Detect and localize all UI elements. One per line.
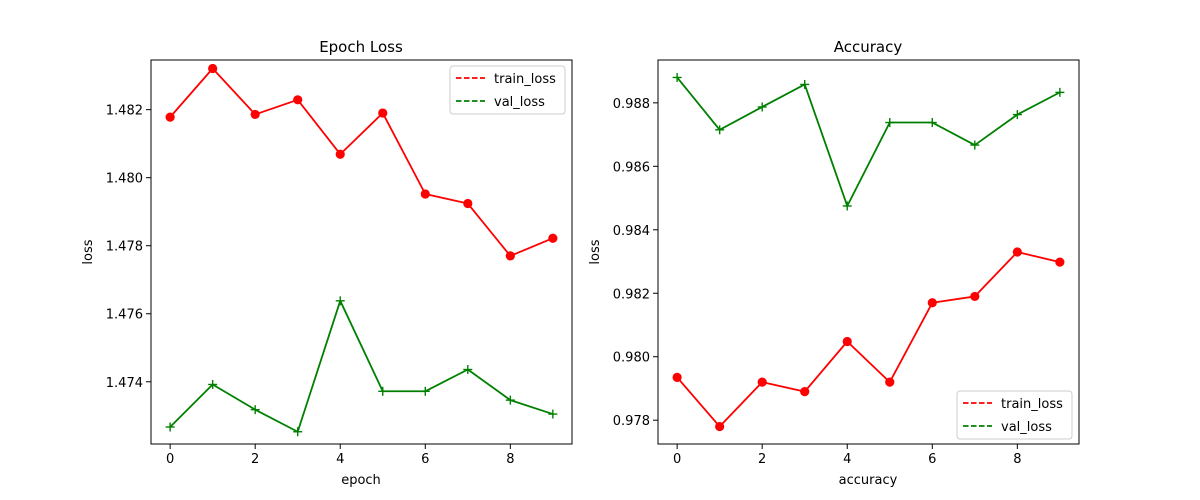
val-loss-line [676, 76, 1061, 207]
x-tick-label: 0 [673, 452, 681, 467]
plot-area [165, 63, 558, 437]
val-loss-point [378, 386, 388, 396]
train-loss-point [208, 63, 218, 74]
val-loss-point [757, 102, 767, 112]
legend: train_loss val_loss [449, 65, 566, 115]
train-loss-point [335, 149, 345, 159]
x-axis-label: epoch [341, 473, 381, 488]
val-loss-point [420, 386, 430, 396]
train-loss-point [800, 387, 810, 397]
train-loss-point [1012, 247, 1022, 257]
train-loss-point [885, 377, 895, 387]
legend-label-train-loss: train_loss [1001, 397, 1063, 412]
train-loss-point [842, 336, 852, 347]
val-loss-point [548, 409, 558, 419]
y-tick-label: 0.984 [613, 224, 650, 239]
train-loss-line [169, 67, 554, 257]
train-loss-point [672, 372, 682, 382]
chart-title: Accuracy [834, 38, 903, 56]
epoch-loss-chart: Epoch Loss epoch loss train_loss val_los… [81, 38, 573, 488]
val-loss-point [927, 118, 937, 128]
val-loss-point [505, 395, 515, 405]
train-loss-point [1055, 257, 1065, 267]
y-axis-label: loss [81, 239, 96, 264]
legend-label-val-loss: val_loss [1001, 420, 1052, 435]
y-tick-label: 1.476 [106, 308, 143, 323]
y-tick-label: 0.980 [613, 351, 650, 366]
legend-label-val-loss: val_loss [494, 95, 545, 110]
y-tick-label: 1.480 [106, 172, 143, 187]
train-loss-point [970, 291, 980, 302]
val-loss-point [208, 379, 218, 389]
y-tick-label: 1.482 [106, 104, 143, 119]
x-tick-label: 2 [251, 452, 259, 467]
train-loss-line [676, 251, 1061, 428]
y-tick-label: 0.978 [613, 414, 650, 429]
plot-frame [657, 59, 1080, 445]
x-tick-label: 4 [336, 452, 344, 467]
x-axis-label: accuracy [839, 473, 898, 488]
val-loss-point [842, 201, 852, 211]
val-loss-point [800, 79, 810, 89]
legend-box [956, 390, 1073, 440]
val-loss-point [672, 72, 682, 82]
x-tick-label: 2 [758, 452, 766, 467]
x-tick-label: 6 [421, 452, 429, 467]
train-loss-point [165, 112, 175, 122]
x-tick-label: 6 [928, 452, 936, 467]
y-tick-label: 0.982 [613, 287, 650, 302]
train-loss-point [757, 377, 767, 387]
val-loss-line [169, 299, 554, 433]
train-loss-point [420, 189, 430, 199]
train-loss-point [293, 95, 303, 105]
val-loss-point [885, 118, 895, 128]
val-loss-point [250, 405, 260, 415]
y-axis-label: loss [588, 239, 603, 264]
legend-box [449, 65, 566, 115]
train-loss-point [548, 233, 558, 243]
train-loss-point [463, 198, 473, 209]
legend-label-train-loss: train_loss [494, 72, 556, 87]
plot-frame [150, 59, 573, 445]
x-tick-label: 4 [843, 452, 851, 467]
train-loss-point [715, 421, 725, 432]
val-loss-point [463, 365, 473, 375]
legend: train_loss val_loss [956, 390, 1073, 440]
y-tick-label: 0.986 [613, 160, 650, 175]
val-loss-point [715, 125, 725, 135]
val-loss-point [1055, 87, 1065, 97]
x-tick-label: 0 [166, 452, 174, 467]
train-loss-point [250, 109, 260, 120]
y-tick-label: 1.474 [106, 376, 143, 391]
train-loss-point [927, 298, 937, 308]
train-loss-point [505, 251, 515, 261]
train-loss-point [378, 108, 388, 118]
val-loss-point [293, 427, 303, 437]
x-tick-label: 8 [506, 452, 514, 467]
val-loss-point [970, 140, 980, 150]
y-tick-label: 0.988 [613, 97, 650, 112]
val-loss-point [1012, 110, 1022, 120]
accuracy-chart: Accuracy accuracy loss train_loss val_lo… [588, 38, 1080, 488]
plot-area [672, 72, 1065, 432]
val-loss-point [335, 296, 345, 306]
x-tick-label: 8 [1013, 452, 1021, 467]
val-loss-point [165, 422, 175, 432]
y-tick-label: 1.478 [106, 240, 143, 255]
chart-title: Epoch Loss [319, 38, 403, 56]
